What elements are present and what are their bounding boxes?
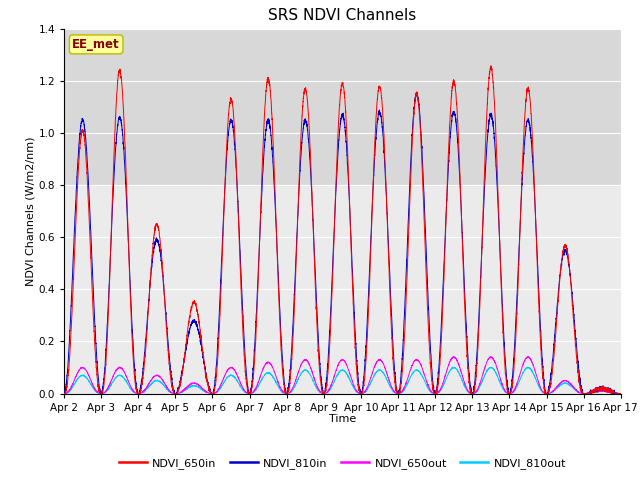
Legend: NDVI_650in, NDVI_810in, NDVI_650out, NDVI_810out: NDVI_650in, NDVI_810in, NDVI_650out, NDV… <box>115 454 570 474</box>
Title: SRS NDVI Channels: SRS NDVI Channels <box>268 9 417 24</box>
Bar <box>64 29 621 185</box>
X-axis label: Time: Time <box>329 414 356 424</box>
Text: EE_met: EE_met <box>72 38 120 51</box>
Y-axis label: NDVI Channels (W/m2/nm): NDVI Channels (W/m2/nm) <box>26 136 36 286</box>
